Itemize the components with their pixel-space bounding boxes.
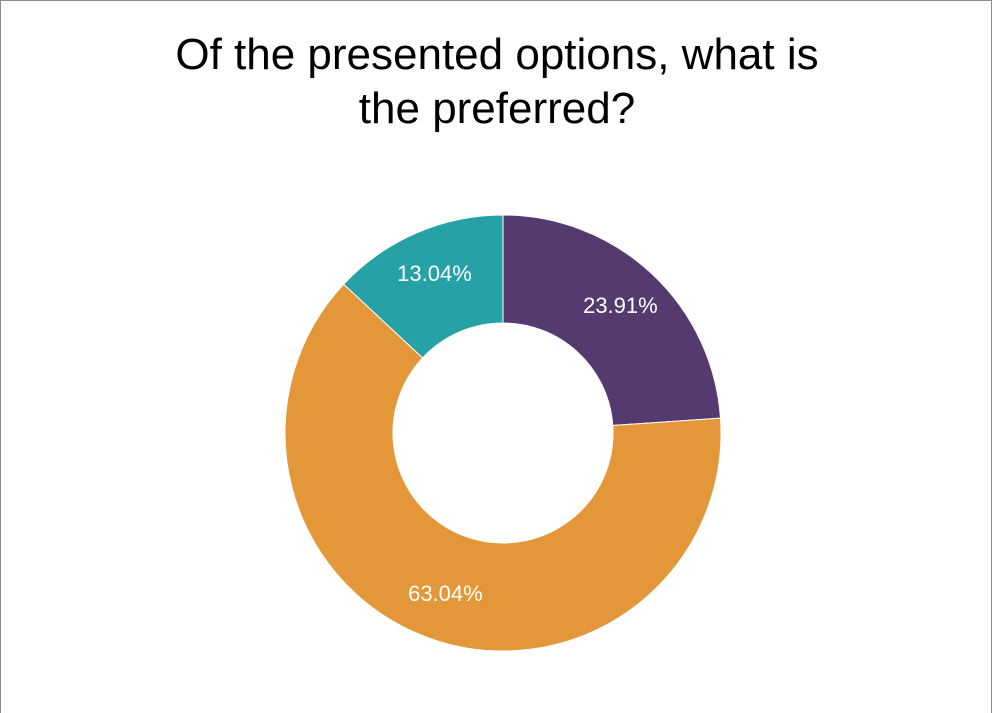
chart-title: Of the presented options, what is the pr… — [0, 28, 994, 136]
donut-slice-3 — [342, 214, 504, 359]
slice-data-label-2: 63.04% — [408, 581, 483, 606]
slice-data-label-1: 23.91% — [583, 293, 658, 318]
donut-slice-1 — [502, 214, 722, 427]
slice-data-label-3: 13.04% — [397, 261, 472, 286]
donut-slice-2 — [284, 283, 722, 652]
chart-title-line-2: the preferred? — [358, 84, 636, 133]
chart-title-line-1: Of the presented options, what is — [175, 30, 819, 79]
